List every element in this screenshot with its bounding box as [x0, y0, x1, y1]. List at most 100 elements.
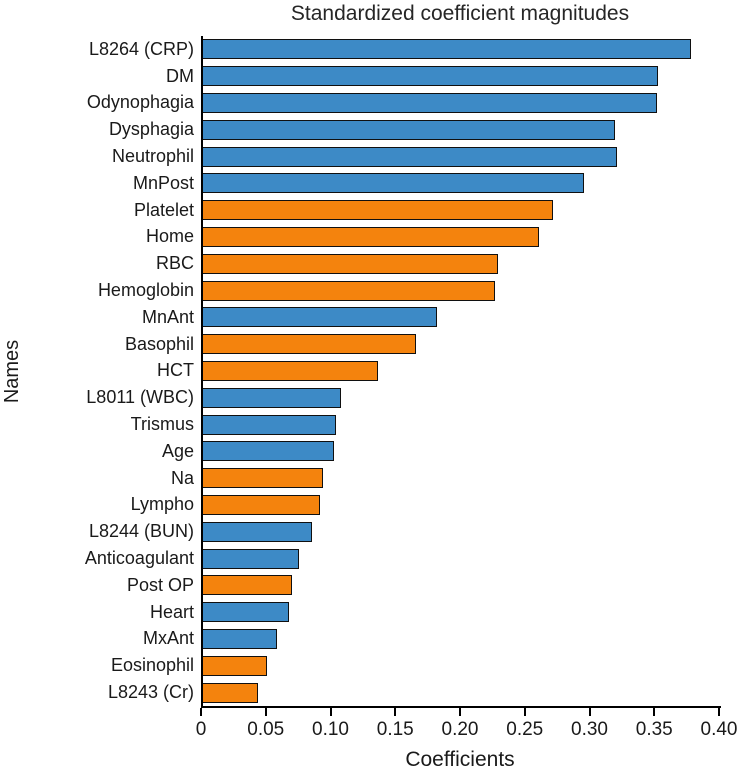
category-label: MxAnt	[142, 628, 194, 649]
bar	[201, 307, 437, 328]
plot-area: L8264 (CRP) DM Odynophagia Dysphagia Neutrop…	[0, 36, 719, 706]
category-label: L8243 (Cr)	[107, 682, 194, 703]
x-tick-mark	[653, 708, 656, 716]
chart-title: Standardized coefficient magnitudes	[290, 2, 630, 25]
bar	[201, 66, 659, 87]
bar-row: Post OP	[0, 572, 719, 599]
bar	[201, 468, 323, 489]
bar-row: L8244 (BUN)	[0, 518, 719, 545]
x-tick-label: 0.30	[571, 719, 608, 740]
x-tick-mark	[200, 708, 202, 716]
bar-row: L8243 (Cr)	[0, 679, 719, 706]
bar-track	[201, 679, 719, 706]
bar	[201, 548, 300, 569]
category-label: L8244 (BUN)	[88, 521, 194, 542]
bar-row: DM	[0, 63, 719, 90]
bar-track	[201, 465, 719, 492]
category-label: L8264 (CRP)	[88, 38, 194, 59]
bar	[201, 200, 554, 221]
bar	[201, 628, 278, 649]
bar	[201, 602, 290, 623]
bar	[201, 575, 292, 596]
x-tick-label: 0.40	[700, 719, 738, 740]
bar	[201, 387, 341, 408]
bar-row: Odynophagia	[0, 90, 719, 117]
category-label: Dysphagia	[108, 119, 194, 140]
bar	[201, 39, 691, 60]
category-label: MnAnt	[141, 306, 194, 327]
x-tick-mark	[264, 708, 267, 716]
bar-track	[201, 304, 719, 331]
bar-track	[201, 518, 719, 545]
x-axis: 0 0.05 0.10 0.15 0.20 0.25 0.30 0.35 0.40	[196, 708, 737, 748]
bar-row: Trismus	[0, 411, 719, 438]
category-label: Post OP	[126, 574, 194, 595]
category-label: Basophil	[124, 333, 194, 354]
category-label: Lympho	[130, 494, 194, 515]
bar-track	[201, 411, 719, 438]
bar-row: Dysphagia	[0, 116, 719, 143]
bar-row: Lympho	[0, 492, 719, 519]
bar-track	[201, 384, 719, 411]
bar-row: HCT	[0, 358, 719, 385]
bar	[201, 226, 539, 247]
category-label: Odynophagia	[86, 92, 194, 113]
bar-track	[201, 277, 719, 304]
bar-track	[201, 224, 719, 251]
bar-track	[201, 545, 719, 572]
bar-row: Neutrophil	[0, 143, 719, 170]
x-tick-label: 0.35	[635, 719, 673, 740]
category-label: DM	[166, 65, 194, 86]
category-label: Home	[145, 226, 194, 247]
bar	[201, 414, 336, 435]
bar-track	[201, 90, 719, 117]
x-tick-mark	[523, 708, 526, 716]
category-label: Trismus	[130, 414, 194, 435]
x-tick-label: 0.20	[441, 719, 479, 740]
x-tick-mark	[718, 708, 720, 716]
bar-row: Eosinophil	[0, 652, 719, 679]
bar	[201, 146, 617, 167]
x-tick-label: 0.25	[506, 719, 544, 740]
x-tick-mark	[329, 708, 332, 716]
bar	[201, 253, 498, 274]
bar-track	[201, 63, 719, 90]
category-label: RBC	[155, 253, 194, 274]
bar-track	[201, 599, 719, 626]
bar-row: L8264 (CRP)	[0, 36, 719, 63]
bar-track	[201, 170, 719, 197]
bar-track	[201, 116, 719, 143]
bar-row: Home	[0, 224, 719, 251]
bar-row: RBC	[0, 250, 719, 277]
x-tick-label: 0	[195, 719, 207, 740]
bar-track	[201, 36, 719, 63]
category-label: Heart	[149, 601, 194, 622]
bar-row: L8011 (WBC)	[0, 384, 719, 411]
bar-row: Basophil	[0, 331, 719, 358]
category-label: Age	[161, 440, 194, 461]
bar-track	[201, 626, 719, 653]
bar-row: Heart	[0, 599, 719, 626]
bar	[201, 360, 379, 381]
bar-row: Age	[0, 438, 719, 465]
bar	[201, 92, 657, 113]
category-label: Neutrophil	[111, 146, 194, 167]
category-label: Eosinophil	[110, 655, 194, 676]
bar	[201, 682, 258, 703]
bar	[201, 173, 585, 194]
category-label: Na	[170, 467, 194, 488]
bar	[201, 655, 268, 676]
bar-track	[201, 438, 719, 465]
category-label: MnPost	[132, 172, 194, 193]
bar-track	[201, 143, 719, 170]
x-tick-mark	[394, 708, 397, 716]
x-tick-label: 0.15	[376, 719, 414, 740]
bar-row: Anticoagulant	[0, 545, 719, 572]
category-label: Hemoglobin	[97, 280, 194, 301]
bar-row: Hemoglobin	[0, 277, 719, 304]
x-axis-label: Coefficients	[405, 748, 515, 771]
category-label: L8011 (WBC)	[86, 387, 194, 408]
category-label: Anticoagulant	[84, 548, 194, 569]
bar	[201, 441, 335, 462]
